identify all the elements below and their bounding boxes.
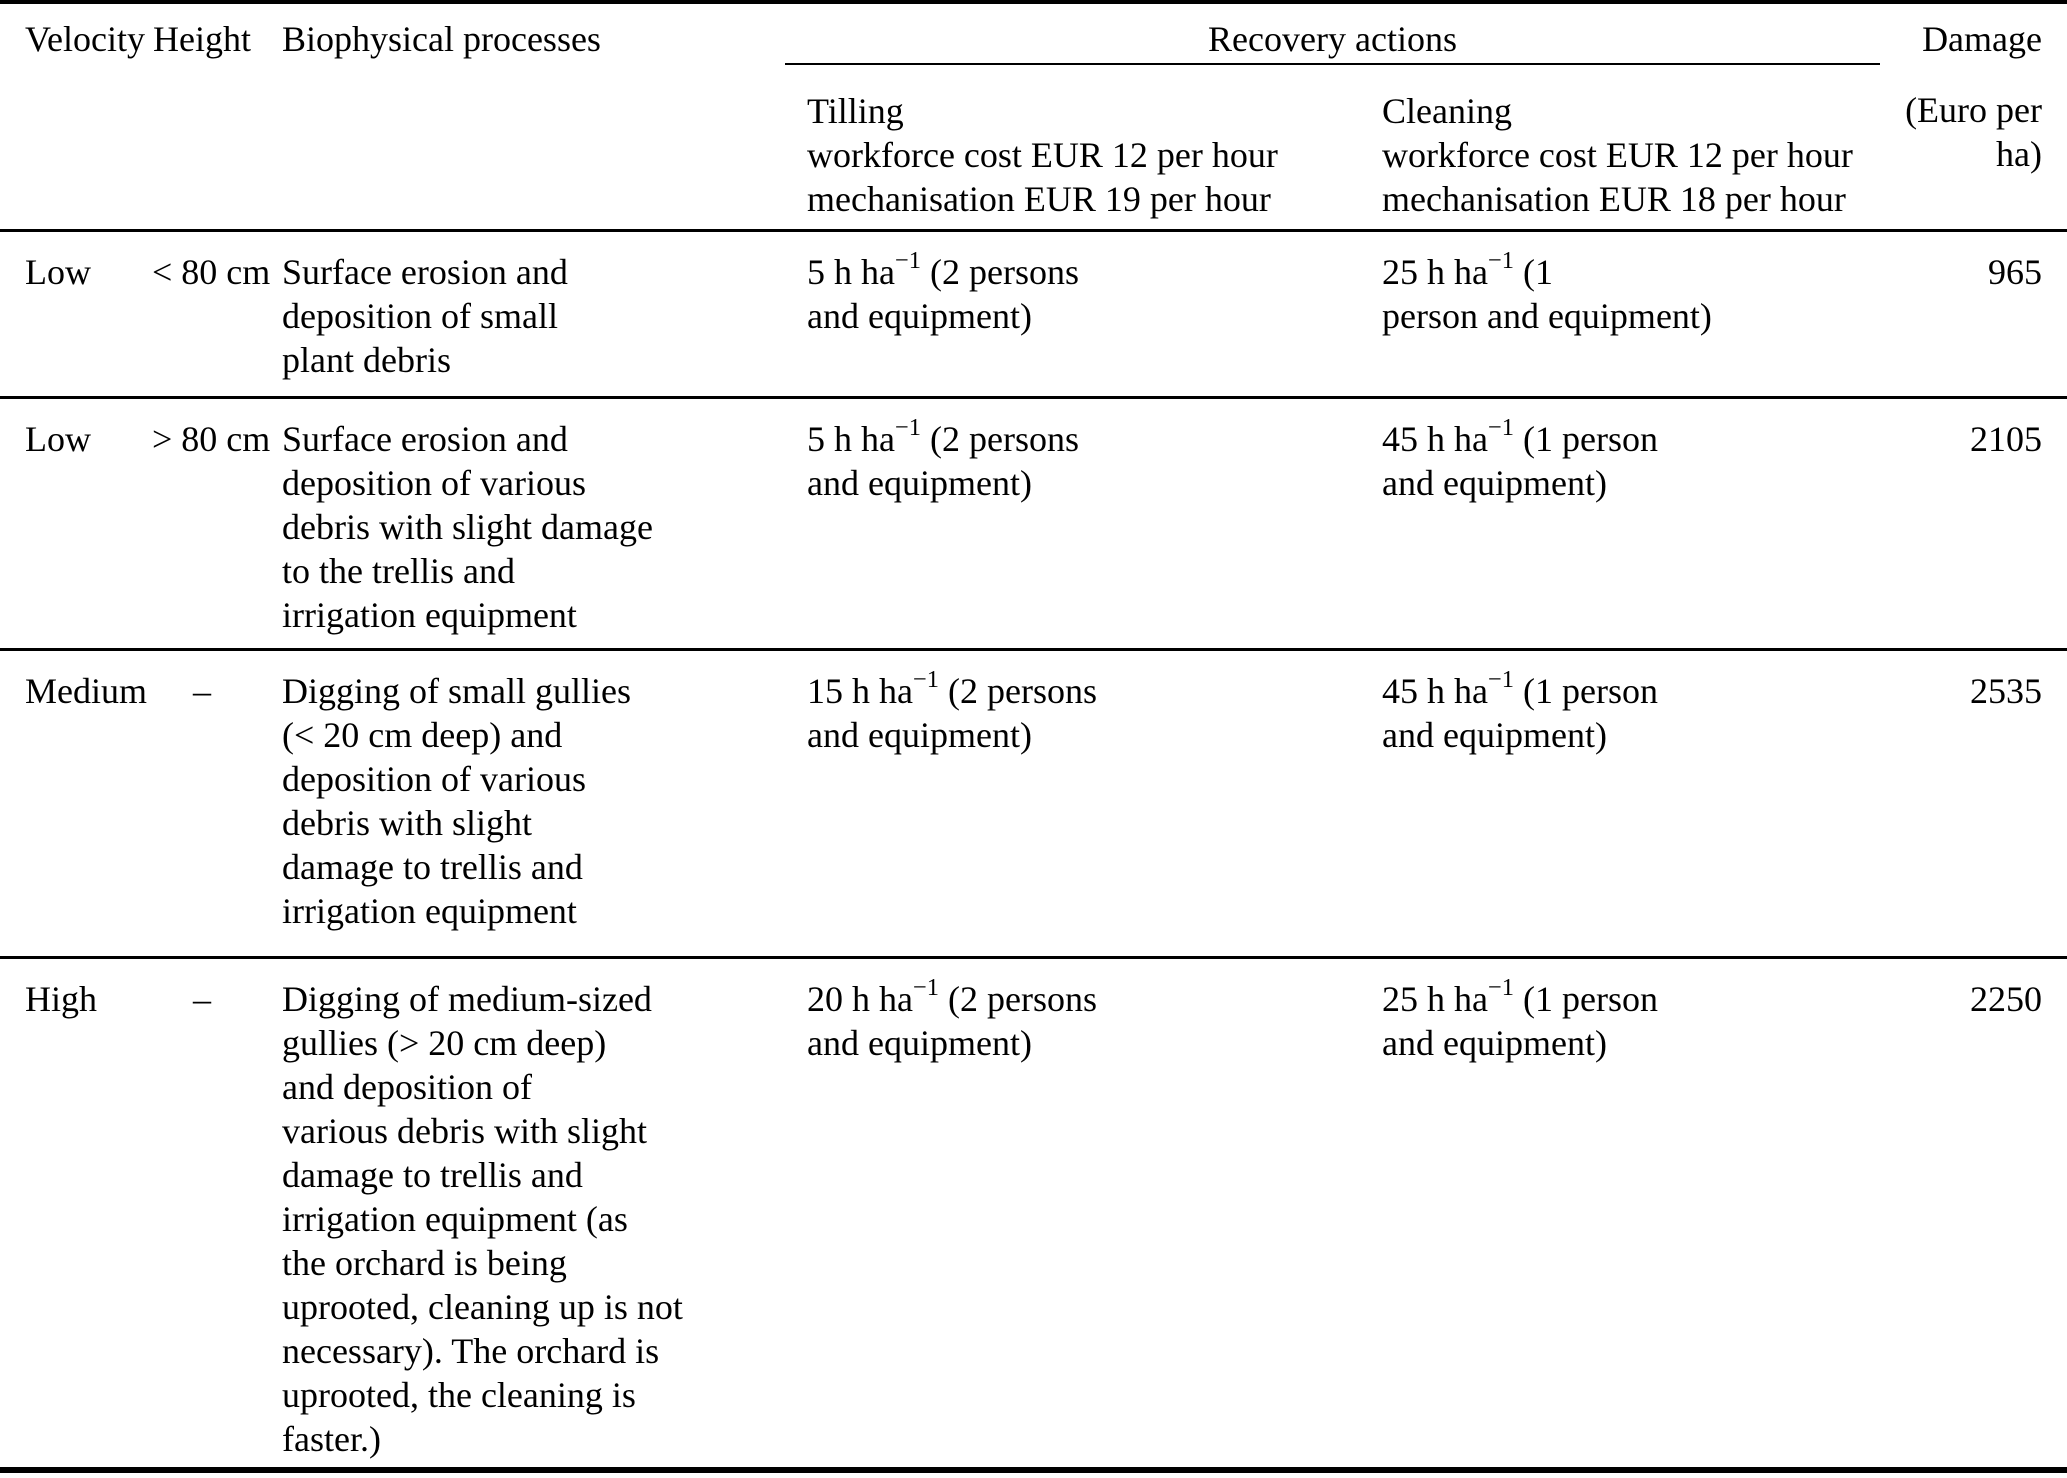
col-header-height: Height: [153, 19, 251, 59]
table-row: High – Digging of medium-sized gullies (>…: [0, 955, 2067, 1470]
col-header-velocity: Velocity: [25, 19, 145, 59]
header-row-sub: Tilling workforce cost EUR 12 per hour mec…: [0, 64, 2067, 232]
cleaning-cell: 25 h ha−1 (1 person and equipment): [1362, 955, 1880, 1470]
tilling-cell: 5 h ha−1 (2 persons and equipment): [807, 247, 1080, 336]
col-header-recovery-actions: Recovery actions: [785, 2, 1880, 65]
biophysical-cell: Surface erosion and deposition of various…: [252, 395, 785, 649]
velocity-cell: High: [0, 955, 152, 1470]
table-row: Low > 80 cm Surface erosion and depositio…: [0, 395, 2067, 649]
subheader-damage-unit: (Euro per ha): [1880, 64, 2067, 232]
damage-cell: 2535: [1880, 647, 2067, 957]
subheader-tilling: Tilling workforce cost EUR 12 per hour mec…: [785, 64, 1362, 232]
velocity-cell: Low: [0, 395, 152, 649]
tilling-cell: 20 h ha−1 (2 persons and equipment): [785, 955, 1362, 1470]
velocity-cell: Medium: [0, 647, 152, 957]
cleaning-cell: 25 h ha−1 (1 person and equipment): [1382, 247, 1712, 336]
damage-cell: 2250: [1880, 955, 2067, 1470]
table-row: Medium – Digging of small gullies (< 20 c…: [0, 647, 2067, 957]
spacer-cell: [0, 64, 152, 232]
subheader-cleaning: Cleaning workforce cost EUR 12 per hour me…: [1362, 64, 1880, 232]
tilling-cell: 5 h ha−1 (2 persons and equipment): [785, 395, 1362, 649]
height-cell: –: [152, 647, 252, 957]
biophysical-cell: Digging of small gullies (< 20 cm deep) a…: [252, 647, 785, 957]
table-row: Low < 80 cm Surface erosion and depositio…: [0, 230, 2067, 397]
height-cell: < 80 cm: [152, 251, 271, 292]
spacer-cell: [252, 64, 785, 232]
velocity-cell: Low: [25, 251, 91, 292]
tilling-cell: 15 h ha−1 (2 persons and equipment): [785, 647, 1362, 957]
cleaning-cell: 45 h ha−1 (1 person and equipment): [1362, 647, 1880, 957]
cleaning-cell: 45 h ha−1 (1 person and equipment): [1362, 395, 1880, 649]
height-cell: –: [152, 955, 252, 1470]
damage-cell: 965: [1988, 251, 2042, 292]
damage-cell: 2105: [1880, 395, 2067, 649]
height-cell: > 80 cm: [152, 395, 270, 649]
spacer-cell: [152, 64, 252, 232]
col-header-biophysical-processes: Biophysical processes: [282, 19, 601, 59]
biophysical-cell: Surface erosion and deposition of small pl…: [282, 251, 568, 380]
biophysical-cell: Digging of medium-sized gullies (> 20 cm …: [252, 955, 785, 1470]
col-header-damage: Damage: [1922, 19, 2042, 59]
header-row-main: Velocity Height Biophysical processes Re…: [0, 2, 2067, 65]
